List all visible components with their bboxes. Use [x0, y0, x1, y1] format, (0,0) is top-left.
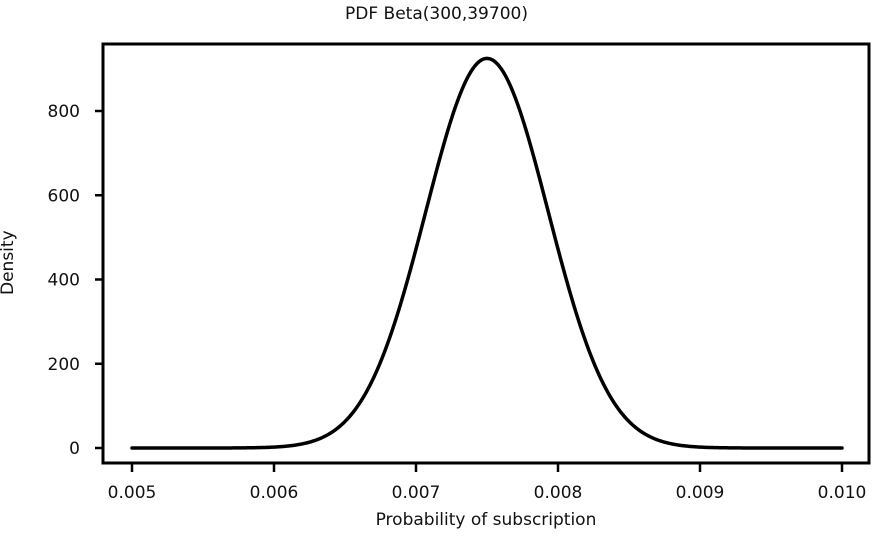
y-axis-ticks: 0 200 400 600 800: [48, 102, 103, 459]
x-tick-label: 0.010: [818, 483, 867, 503]
y-tick-label: 600: [48, 186, 80, 206]
x-tick-label: 0.009: [676, 483, 725, 503]
x-tick-label: 0.007: [392, 483, 441, 503]
y-tick-label: 800: [48, 102, 80, 122]
x-tick-label: 0.008: [534, 483, 583, 503]
pdf-curve: [130, 56, 844, 450]
y-tick-label: 200: [48, 355, 80, 375]
x-axis-ticks: 0.005 0.006 0.007 0.008 0.009 0.010: [108, 463, 867, 503]
x-tick-label: 0.006: [250, 483, 299, 503]
plot-frame: [101, 42, 871, 465]
x-tick-label: 0.005: [108, 483, 157, 503]
chart-title: PDF Beta(300,39700): [345, 4, 528, 24]
x-axis-label: Probability of subscription: [375, 510, 597, 530]
y-tick-label: 0: [69, 439, 80, 459]
y-tick-label: 400: [48, 271, 80, 291]
